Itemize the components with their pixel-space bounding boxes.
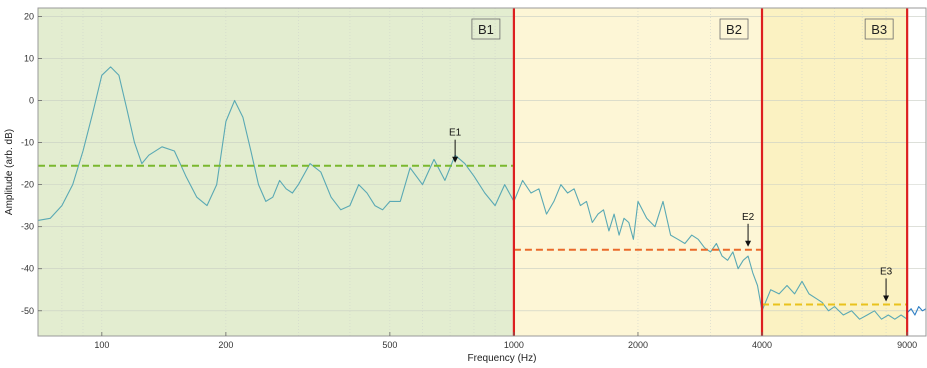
band-label-box-3	[864, 18, 894, 40]
y-tick-label: -20	[21, 180, 34, 190]
band-label-3: B3	[871, 22, 887, 37]
band-region-2	[513, 8, 763, 336]
annotation-label-3: E3	[880, 266, 893, 277]
plot-frame	[37, 7, 927, 337]
band-boundaries	[512, 8, 909, 336]
band-label-box-1	[471, 18, 501, 40]
series-lines	[37, 66, 927, 320]
x-tick-label: 4000	[752, 340, 772, 350]
band-region-1	[38, 8, 514, 336]
annotation-label-1: E1	[449, 128, 462, 139]
y-axis-label: Amplitude (arb. dB)	[4, 129, 15, 215]
series-line-2	[906, 306, 927, 316]
annotations: E1 E2 E3	[449, 128, 893, 302]
x-axis-label: Frequency (Hz)	[468, 353, 537, 364]
y-tick-label: -10	[21, 138, 34, 148]
x-tick-label: 500	[382, 340, 397, 350]
mean-level-lines	[38, 164, 908, 306]
y-tick-label: -50	[21, 306, 34, 316]
y-tick-label: 10	[24, 53, 34, 63]
band-label-box-2	[719, 18, 749, 40]
annotation-arrow-head	[883, 295, 890, 302]
annotation-label-2: E2	[742, 212, 755, 223]
band-label-1: B1	[478, 22, 494, 37]
y-tick-label: -40	[21, 264, 34, 274]
x-tick-label: 200	[218, 340, 233, 350]
series-line-1	[37, 66, 908, 320]
annotation-arrow-head	[452, 156, 459, 163]
x-tick-label: 1000	[504, 340, 524, 350]
x-tick-label: 2000	[628, 340, 648, 350]
y-tick-label: 20	[24, 11, 34, 21]
band-labels: B1 B2 B3	[471, 18, 894, 40]
y-tick-label: 0	[29, 96, 34, 106]
y-tick-label: -30	[21, 222, 34, 232]
band-regions	[38, 8, 908, 336]
x-tick-label: 9000	[897, 340, 917, 350]
annotation-arrow-head	[745, 240, 752, 247]
x-tick-label: 100	[94, 340, 109, 350]
band-region-3	[762, 8, 908, 336]
band-label-2: B2	[726, 22, 742, 37]
